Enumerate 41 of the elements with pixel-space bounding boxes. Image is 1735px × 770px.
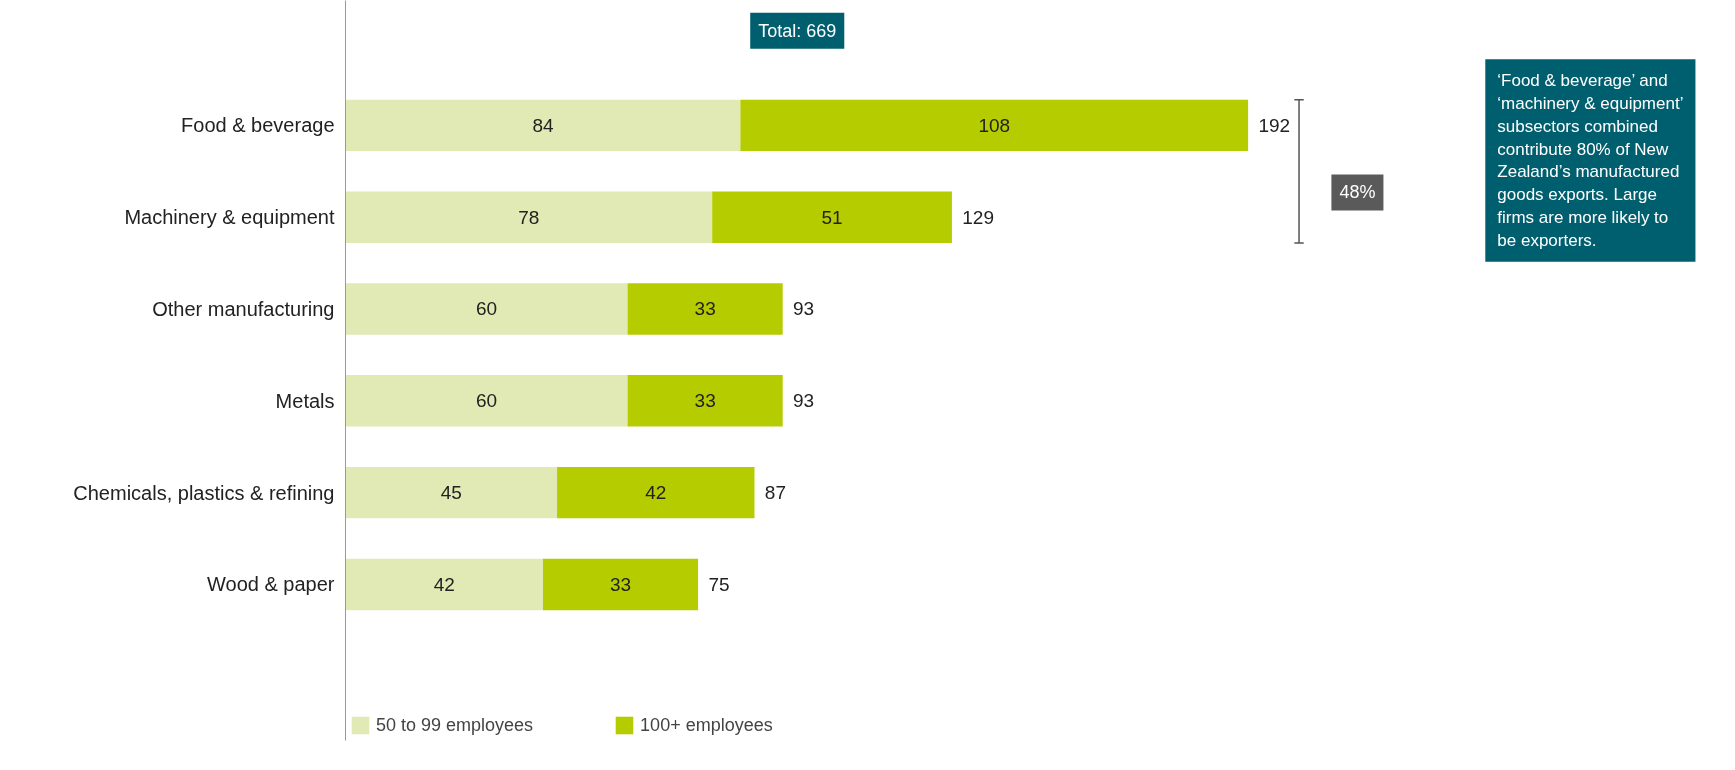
data-label: 60: [475, 390, 498, 412]
data-label: 60: [475, 298, 498, 320]
bar: [542, 558, 699, 611]
data-label: 78: [518, 206, 540, 228]
data-label: 33: [609, 573, 632, 595]
data-label: 45: [440, 482, 462, 504]
y-tick-label: Machinery & equipment: [124, 206, 335, 229]
bar: [345, 99, 741, 152]
total-label: 129: [962, 206, 994, 228]
data-label: 108: [978, 114, 1011, 136]
y-tick-label: Metals: [275, 389, 335, 412]
y-tick-label: Other manufacturing: [152, 297, 335, 320]
legend-label: 100+ employees: [640, 714, 773, 736]
text: Total: 669: [758, 20, 837, 41]
y-tick-label: Chemicals, plastics & refining: [73, 481, 335, 504]
bar: [345, 466, 558, 519]
data-label: 84: [532, 114, 554, 136]
data-label: 51: [821, 206, 843, 228]
bar: [345, 283, 628, 335]
total-label: 75: [708, 573, 730, 595]
text: 48%: [1339, 182, 1376, 203]
total-label: 93: [793, 298, 815, 320]
bar: [557, 466, 755, 519]
bar: [627, 375, 783, 427]
bar: [345, 191, 713, 243]
data-label: 42: [433, 573, 455, 595]
bar: [627, 283, 783, 335]
legend-label: 50 to 99 employees: [376, 714, 534, 736]
data-label: 33: [694, 298, 716, 320]
y-tick-label: Food & beverage: [181, 114, 335, 137]
total-label: 87: [764, 482, 786, 504]
y-tick-label: Wood & paper: [207, 573, 335, 596]
bar: [345, 558, 543, 611]
bar: [712, 191, 952, 243]
text: ‘Food & beverage’ and ‘machinery & equipment’ subsectors combined contribute 80% of New Zealand’s manufactured goods exports. Large firms are more likely to be exporters.: [1497, 71, 1684, 250]
total-label: 93: [793, 390, 815, 412]
bar: [345, 375, 628, 427]
data-label: 42: [645, 482, 667, 504]
total-label: 192: [1258, 114, 1291, 136]
data-label: 33: [694, 390, 716, 412]
bar: [740, 99, 1249, 152]
